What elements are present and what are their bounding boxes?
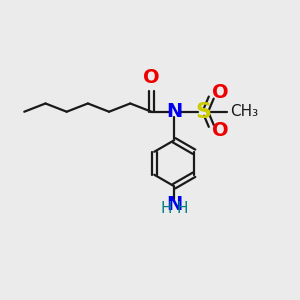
Text: O: O [212, 83, 228, 102]
Text: H: H [177, 200, 188, 215]
Text: S: S [196, 102, 211, 122]
Text: N: N [166, 195, 182, 214]
Text: N: N [166, 102, 182, 121]
Text: O: O [212, 122, 228, 140]
Text: CH₃: CH₃ [230, 104, 258, 119]
Text: H: H [160, 200, 172, 215]
Text: O: O [143, 68, 160, 87]
